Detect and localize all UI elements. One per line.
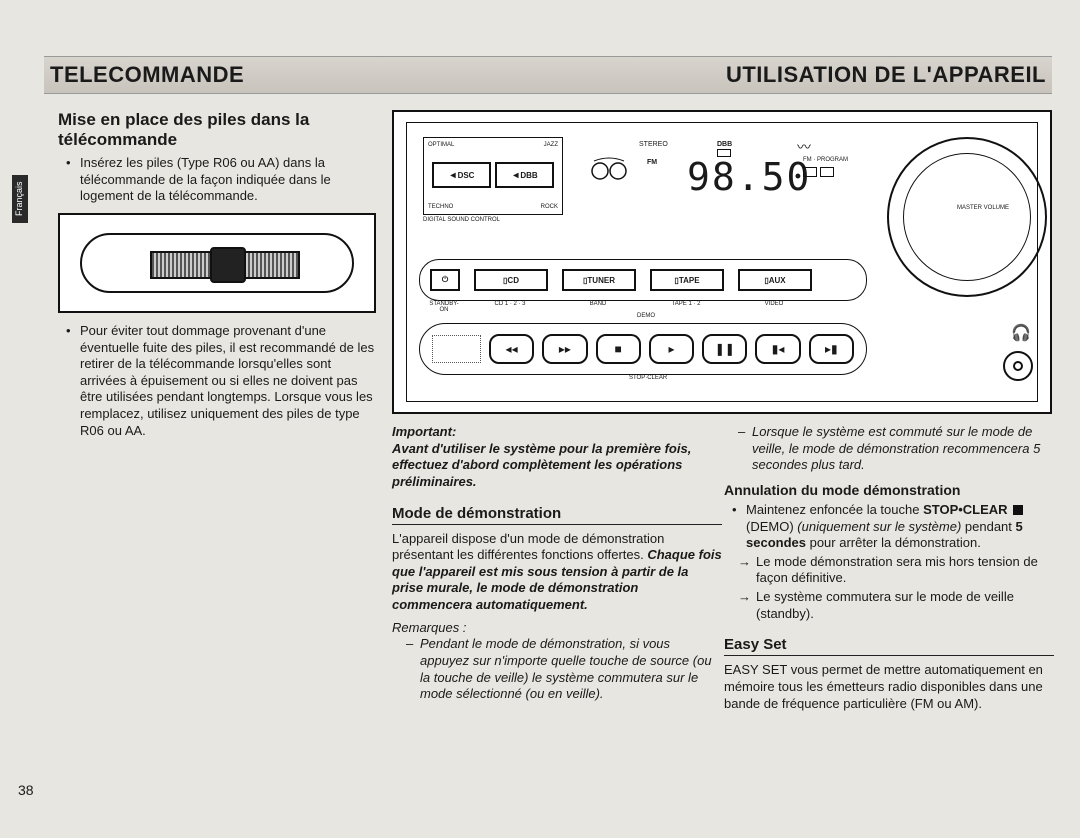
control-buttons-row: ◂◂ ▸▸ ■ ▸ ❚❚ ▮◂ ▸▮ xyxy=(419,323,867,375)
header-right: UTILISATION DE L'APPAREIL xyxy=(726,62,1046,88)
page: TELECOMMANDE UTILISATION DE L'APPAREIL F… xyxy=(0,0,1080,838)
headphone-jack xyxy=(1003,351,1033,381)
section-title-easyset: Easy Set xyxy=(724,636,1054,656)
rewind-button: ◂◂ xyxy=(489,334,534,364)
label-optimal: OPTIMAL xyxy=(428,142,454,148)
cd-button: ▯ CD xyxy=(474,269,548,291)
stopclear-label: STOP·CLEAR xyxy=(629,375,667,381)
label-rock: ROCK xyxy=(541,204,558,210)
content: Mise en place des piles dans la télécomm… xyxy=(58,102,1052,798)
play-button: ▸ xyxy=(649,334,694,364)
page-number: 38 xyxy=(18,782,34,798)
header-bar: TELECOMMANDE UTILISATION DE L'APPAREIL xyxy=(44,56,1052,94)
pause-button: ❚❚ xyxy=(702,334,747,364)
label-techno: TECHNO xyxy=(428,204,453,210)
next-button: ▸▮ xyxy=(809,334,854,364)
bullet-item: Insérez les piles (Type R06 ou AA) dans … xyxy=(70,155,376,205)
important-label: Important: xyxy=(392,424,456,439)
dash-list: Lorsque le système est commuté sur le mo… xyxy=(724,424,1054,474)
arrow-item: Le système commutera sur le mode de veil… xyxy=(742,589,1054,622)
device-illustration: OPTIMAL JAZZ ◂DSC ◂DBB TECHNO ROCK DIGIT… xyxy=(392,110,1052,414)
dsc-bottom-labels: TECHNO ROCK xyxy=(428,204,558,210)
sub-video: VIDEO xyxy=(737,301,811,313)
ffwd-button: ▸▸ xyxy=(542,334,587,364)
source-sublabels: STANDBY-ON CD 1 · 2 · 3 BAND TAPE 1 · 2 … xyxy=(419,301,867,313)
mini-display: FM · PROGRAM xyxy=(803,157,863,183)
stereo-label: STEREO xyxy=(639,141,668,148)
bullet-item: Pour éviter tout dommage provenant d'une… xyxy=(70,323,376,439)
battery-cover xyxy=(210,247,246,283)
remote-diagram xyxy=(58,213,376,313)
dsc-button: ◂DSC xyxy=(432,162,491,188)
important-text: Avant d'utiliser le système pour la prem… xyxy=(392,441,691,489)
column-1: Mise en place des piles dans la télécomm… xyxy=(58,110,376,441)
tape-icon xyxy=(589,153,629,183)
prev-button: ▮◂ xyxy=(755,334,800,364)
dash-item: Pendant le mode de démonstration, si vou… xyxy=(410,636,722,703)
aux-button: ▯ AUX xyxy=(738,269,812,291)
sub-cd: CD 1 · 2 · 3 xyxy=(473,301,547,313)
label-jazz: JAZZ xyxy=(544,142,558,148)
column-2: Important: Avant d'utiliser le système p… xyxy=(392,424,722,705)
bullet-list: Pour éviter tout dommage provenant d'une… xyxy=(58,323,376,439)
stop-icon xyxy=(1013,505,1023,515)
sub-tape: TAPE 1 · 2 xyxy=(649,301,723,313)
arrow-list: Le mode démonstration sera mis hors tens… xyxy=(724,554,1054,623)
sound-icon: 〰 xyxy=(797,137,811,157)
bullet-list: Insérez les piles (Type R06 ou AA) dans … xyxy=(58,155,376,205)
sub-standby: STANDBY-ON xyxy=(429,301,459,313)
dbb-button: ◂DBB xyxy=(495,162,554,188)
dash-list: Pendant le mode de démonstration, si vou… xyxy=(392,636,722,703)
column-3: Lorsque le système est commuté sur le mo… xyxy=(724,424,1054,712)
bullet-item: Maintenez enfoncée la touche STOP•CLEAR … xyxy=(736,502,1054,552)
dash-item: Lorsque le système est commuté sur le mo… xyxy=(742,424,1054,474)
arrow-item: Le mode démonstration sera mis hors tens… xyxy=(742,554,1054,587)
remarques-label: Remarques : xyxy=(392,620,722,637)
important-block: Important: Avant d'utiliser le système p… xyxy=(392,424,722,491)
header-left: TELECOMMANDE xyxy=(50,62,244,88)
easyset-paragraph: EASY SET vous permet de mettre automatiq… xyxy=(724,662,1054,712)
device-inner: OPTIMAL JAZZ ◂DSC ◂DBB TECHNO ROCK DIGIT… xyxy=(406,122,1038,402)
volume-dial xyxy=(887,137,1047,297)
dsc-panel: OPTIMAL JAZZ ◂DSC ◂DBB TECHNO ROCK xyxy=(423,137,563,215)
demo-label: DEMO xyxy=(637,313,655,319)
dsc-top-labels: OPTIMAL JAZZ xyxy=(428,142,558,148)
sub-band: BAND xyxy=(561,301,635,313)
demo-paragraph: L'appareil dispose d'un mode de démonstr… xyxy=(392,531,722,614)
power-button: ⏻ xyxy=(430,269,460,291)
fm-label: FM xyxy=(647,159,657,166)
dotted-region xyxy=(432,335,481,363)
tuner-button: ▯ TUNER xyxy=(562,269,636,291)
frequency-display: 98.50 xyxy=(687,155,811,199)
stop-button: ■ xyxy=(596,334,641,364)
section-title-demo: Mode de démonstration xyxy=(392,505,722,525)
language-tab: Français xyxy=(12,175,28,223)
mini-label: FM · PROGRAM xyxy=(803,157,863,163)
section-title-batteries: Mise en place des piles dans la télécomm… xyxy=(58,110,376,149)
subheading-cancel-demo: Annulation du mode démonstration xyxy=(724,482,1054,498)
dsc-buttons: ◂DSC ◂DBB xyxy=(432,162,554,188)
dsc-label: DIGITAL SOUND CONTROL xyxy=(423,217,500,413)
tape-button: ▯ TAPE xyxy=(650,269,724,291)
dbb-label: DBB xyxy=(717,141,732,148)
source-buttons-row: ⏻ ▯ CD ▯ TUNER ▯ TAPE ▯ AUX xyxy=(419,259,867,301)
bullet-list: Maintenez enfoncée la touche STOP•CLEAR … xyxy=(724,502,1054,552)
headphone-icon: 🎧 xyxy=(1011,323,1031,343)
